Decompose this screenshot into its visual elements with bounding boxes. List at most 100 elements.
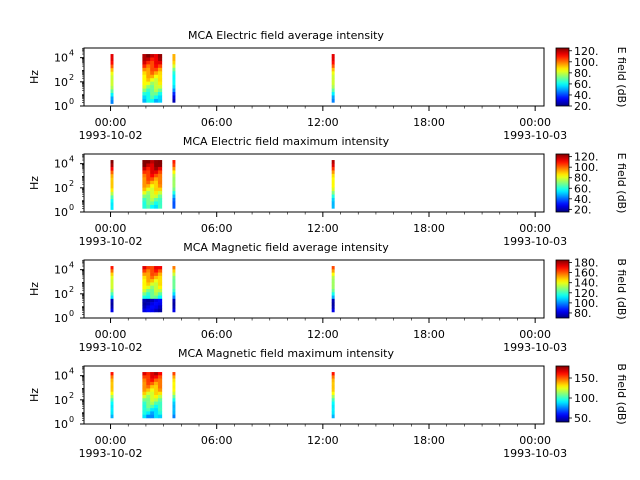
y-tick-exponent: 2 [69,73,74,82]
x-tick-date: 1993-10-02 [79,447,143,460]
x-tick-date: 1993-10-02 [79,341,143,354]
x-tick-date: 1993-10-03 [503,235,567,248]
x-tick-label: 12:00 [307,434,339,447]
x-tick-label: 00:00 [95,328,127,341]
colorbar [555,47,570,107]
y-axis-label: Hz [28,70,41,84]
panel-title: MCA Electric field average intensity [188,29,384,42]
y-tick-exponent: 0 [69,415,74,424]
colorbar [555,365,570,423]
x-tick-label: 06:00 [201,222,233,235]
colorbar-tick-label: 60. [574,78,592,91]
colorbar-tick-label: 80. [574,307,592,320]
colorbar-tick-label: 150. [574,372,599,385]
spectrogram-segment [110,266,114,313]
x-tick-label: 00:00 [519,116,551,129]
colorbar-tick-label: 80. [574,172,592,185]
x-tick-label: 12:00 [307,222,339,235]
spectrogram-segment [331,160,335,209]
spectrogram-segment [172,54,176,103]
y-tick-exponent: 0 [69,203,74,212]
spectrogram-segment [172,266,176,313]
spectrogram-segment [331,372,335,419]
colorbar-label: B field (dB) [615,258,628,319]
x-tick-date: 1993-10-03 [503,129,567,142]
x-tick-label: 06:00 [201,434,233,447]
y-tick-exponent: 4 [69,261,74,270]
y-tick-exponent: 2 [69,391,74,400]
colorbar-label: B field (dB) [615,363,628,424]
colorbar-tick-label: 50. [574,412,592,425]
y-tick-label: 10 [54,100,68,113]
y-tick-label: 10 [54,264,68,277]
y-tick-label: 10 [54,288,68,301]
x-tick-label: 00:00 [519,222,551,235]
y-tick-label: 10 [54,158,68,171]
colorbar-tick-label: 180. [574,257,599,270]
colorbar-tick-label: 140. [574,277,599,290]
colorbar-tick-label: 120. [574,45,599,58]
colorbar-tick-label: 100. [574,392,599,405]
spectrogram-segment [172,160,176,209]
spectrogram-segment [331,54,335,103]
colorbar-tick-label: 120. [574,287,599,300]
x-tick-label: 00:00 [95,116,127,129]
y-tick-label: 10 [54,394,68,407]
y-tick-exponent: 4 [69,49,74,58]
x-tick-date: 1993-10-02 [79,235,143,248]
colorbar-tick-label: 160. [574,267,599,280]
y-tick-label: 10 [54,370,68,383]
colorbar-tick-label: 100. [574,297,599,310]
spectrogram-segment [142,160,163,209]
colorbar-tick-label: 100. [574,56,599,69]
spectrogram-segment [172,372,176,419]
colorbar-tick-label: 80. [574,67,592,80]
colorbar-label: E field (dB) [615,47,628,108]
x-tick-date: 1993-10-03 [503,341,567,354]
y-tick-label: 10 [54,52,68,65]
colorbar-tick-label: 100. [574,161,599,174]
colorbar-tick-label: 20. [574,100,592,113]
y-tick-label: 10 [54,312,68,325]
y-tick-label: 10 [54,182,68,195]
x-tick-label: 12:00 [307,116,339,129]
panel-title: MCA Electric field maximum intensity [183,135,390,148]
x-tick-label: 18:00 [413,116,445,129]
y-tick-exponent: 2 [69,179,74,188]
x-tick-label: 00:00 [95,222,127,235]
y-axis-label: Hz [28,176,41,190]
spectrogram-segment [142,54,163,103]
y-tick-label: 10 [54,206,68,219]
x-tick-label: 18:00 [413,328,445,341]
y-tick-exponent: 0 [69,309,74,318]
colorbar-tick-label: 120. [574,151,599,164]
colorbar-tick-label: 40. [574,193,592,206]
y-tick-label: 10 [54,418,68,431]
spectrogram-segment [142,372,163,419]
x-tick-label: 12:00 [307,328,339,341]
spectrogram-segment [331,266,335,313]
spectrogram-segment [110,160,114,210]
x-tick-date: 1993-10-03 [503,447,567,460]
y-tick-exponent: 0 [69,97,74,106]
colorbar-label: E field (dB) [615,153,628,214]
x-tick-label: 00:00 [95,434,127,447]
y-tick-exponent: 2 [69,285,74,294]
colorbar-tick-label: 40. [574,89,592,102]
colorbar-tick-label: 60. [574,182,592,195]
spectrogram-segment [110,54,114,104]
x-tick-label: 18:00 [413,222,445,235]
colorbar-tick-label: 20. [574,203,592,216]
y-axis-label: Hz [28,388,41,402]
colorbar [555,259,570,319]
x-tick-label: 00:00 [519,434,551,447]
x-tick-label: 06:00 [201,328,233,341]
spectrogram-segment [110,372,114,419]
panel-title: MCA Magnetic field average intensity [183,241,389,254]
x-tick-label: 06:00 [201,116,233,129]
x-tick-label: 18:00 [413,434,445,447]
y-tick-exponent: 4 [69,367,74,376]
x-tick-date: 1993-10-02 [79,129,143,142]
y-tick-exponent: 4 [69,155,74,164]
